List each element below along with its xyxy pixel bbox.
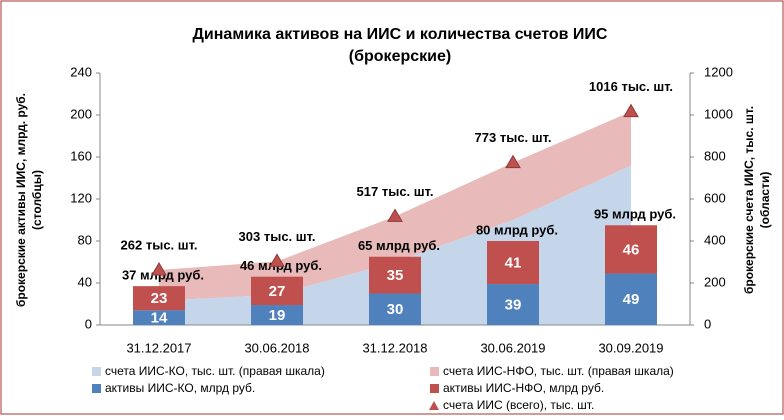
legend-swatch <box>92 384 101 393</box>
bar-value-label: 30 <box>387 301 404 318</box>
bar-value-label: 41 <box>505 254 522 271</box>
bar-value-label: 14 <box>151 310 168 327</box>
y-tick-label: 200 <box>70 106 92 121</box>
bar-total-label: 65 млрд руб. <box>358 238 440 253</box>
bar-value-label: 46 <box>623 241 640 258</box>
legend-label: счета ИИС-НФО, тыс. шт. (правая шкала) <box>443 364 674 378</box>
marker-label: 517 тыс. шт. <box>357 184 434 199</box>
bar-total-label: 80 млрд руб. <box>476 222 558 237</box>
x-tick-label: 30.06.2018 <box>244 340 309 355</box>
bar <box>133 310 185 325</box>
x-tick-label: 30.09.2019 <box>598 340 663 355</box>
y-axis-label: брокерские активы ИИС, млрд. руб. <box>14 93 28 307</box>
marker-label: 773 тыс. шт. <box>475 130 552 145</box>
x-tick-label: 30.06.2019 <box>480 340 545 355</box>
y2-tick-label: 800 <box>704 148 726 163</box>
legend-swatch <box>430 384 439 393</box>
y-axis-label: (столбцы) <box>30 170 44 230</box>
legend-swatch <box>92 367 101 376</box>
y2-tick-label: 1000 <box>704 106 733 121</box>
marker <box>269 253 285 267</box>
y-tick-label: 0 <box>85 316 92 331</box>
marker <box>387 208 403 222</box>
legend-label: активы ИИС-НФО, млрд руб. <box>443 381 604 395</box>
legend-label: активы ИИС-КО, млрд руб. <box>105 381 255 395</box>
y2-tick-label: 0 <box>704 316 711 331</box>
marker-label: 1016 тыс. шт. <box>589 79 673 94</box>
legend-swatch <box>430 367 439 376</box>
bar-total-label: 95 млрд руб. <box>594 207 676 222</box>
bar <box>487 241 539 285</box>
y2-axis-label: (области) <box>758 172 772 229</box>
y2-tick-label: 600 <box>704 190 726 205</box>
x-tick-label: 31.12.2018 <box>362 340 427 355</box>
y-tick-label: 40 <box>78 274 92 289</box>
y-tick-label: 120 <box>70 190 92 205</box>
marker-label: 262 тыс. шт. <box>121 237 198 252</box>
marker-label: 303 тыс. шт. <box>239 229 316 244</box>
y-tick-label: 240 <box>70 64 92 79</box>
bar-value-label: 39 <box>505 296 522 313</box>
bar <box>133 286 185 311</box>
y-tick-label: 80 <box>78 232 92 247</box>
marker <box>151 261 167 276</box>
bar-value-label: 27 <box>269 283 286 300</box>
y2-tick-label: 400 <box>704 232 726 247</box>
bar-value-label: 35 <box>387 267 404 284</box>
bar-value-label: 49 <box>623 291 640 308</box>
marker <box>505 154 521 169</box>
chart-title: Динамика активов на ИИС и количества сче… <box>193 26 608 43</box>
y2-tick-label: 200 <box>704 274 726 289</box>
bar <box>369 256 421 294</box>
legend-label: счета ИИС (всего), тыс. шт. <box>443 398 594 412</box>
y2-axis-label: брокерские счета ИИС, тыс. шт. <box>742 106 756 294</box>
bar-value-label: 19 <box>269 307 286 324</box>
y-tick-label: 160 <box>70 148 92 163</box>
marker <box>623 103 639 118</box>
bar <box>605 225 657 274</box>
legend-label: счета ИИС-КО, тыс. шт. (правая шкала) <box>105 364 325 378</box>
x-tick-label: 31.12.2017 <box>126 340 191 355</box>
bar <box>487 284 539 325</box>
bar <box>251 276 303 306</box>
bar <box>605 273 657 325</box>
bar-value-label: 23 <box>151 290 168 307</box>
bar <box>251 305 303 325</box>
area <box>159 111 631 301</box>
legend-marker <box>429 401 439 410</box>
bar <box>369 293 421 325</box>
y2-tick-label: 1200 <box>704 64 733 79</box>
chart-title: (брокерские) <box>349 48 451 65</box>
